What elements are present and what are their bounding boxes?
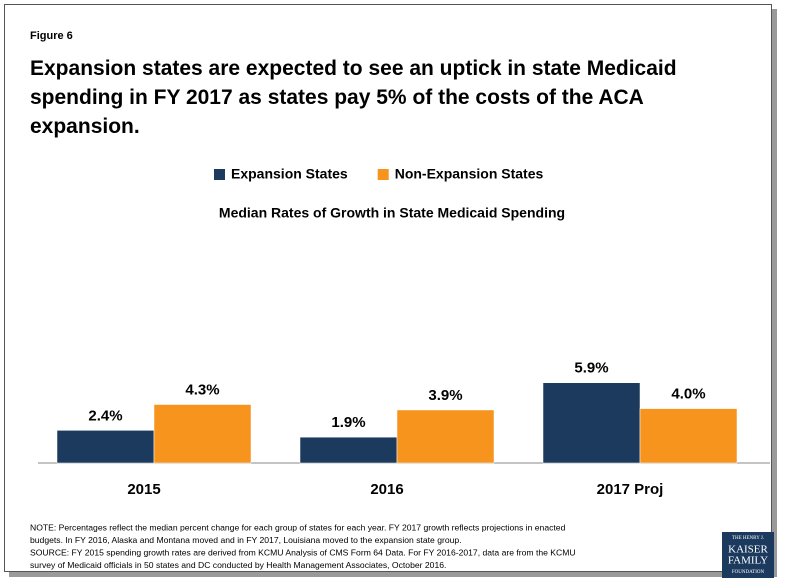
bar <box>56 430 155 464</box>
chart-subtitle: Median Rates of Growth in State Medicaid… <box>219 205 565 221</box>
value-label: 4.0% <box>671 386 705 403</box>
legend-label: Non-Expansion States <box>395 166 544 182</box>
legend-swatch <box>214 169 225 180</box>
note: survey of Medicaid officials in 50 state… <box>30 560 446 570</box>
bar <box>153 404 252 464</box>
logo-text: FAMILY <box>728 555 768 567</box>
note: SOURCE: FY 2015 spending growth rates ar… <box>30 547 576 557</box>
value-label: 5.9% <box>574 360 608 377</box>
value-label: 4.3% <box>185 381 219 398</box>
figure-label: Figure 6 <box>30 30 73 42</box>
x-tick-label: 2017 Proj <box>597 481 664 498</box>
x-tick-label: 2016 <box>370 481 403 498</box>
value-label: 1.9% <box>331 414 365 431</box>
note: NOTE: Percentages reflect the median per… <box>30 522 566 532</box>
value-label: 2.4% <box>88 407 122 424</box>
logo-text: FOUNDATION <box>732 570 765 575</box>
x-tick-label: 2015 <box>127 481 160 498</box>
bar <box>542 382 641 464</box>
legend-label: Expansion States <box>231 166 348 182</box>
bar <box>299 436 398 464</box>
frame <box>4 4 772 572</box>
bar <box>396 409 495 464</box>
note: budgets. In FY 2016, Alaska and Montana … <box>30 535 462 545</box>
bar <box>639 408 738 464</box>
legend-swatch <box>377 169 389 180</box>
logo-text: KAISER <box>728 544 768 556</box>
logo-box <box>722 532 774 578</box>
logo-text: THE HENRY J. <box>732 536 764 541</box>
chart-title: Expansion states are expected to see an … <box>30 57 677 138</box>
value-label: 3.9% <box>428 387 462 404</box>
